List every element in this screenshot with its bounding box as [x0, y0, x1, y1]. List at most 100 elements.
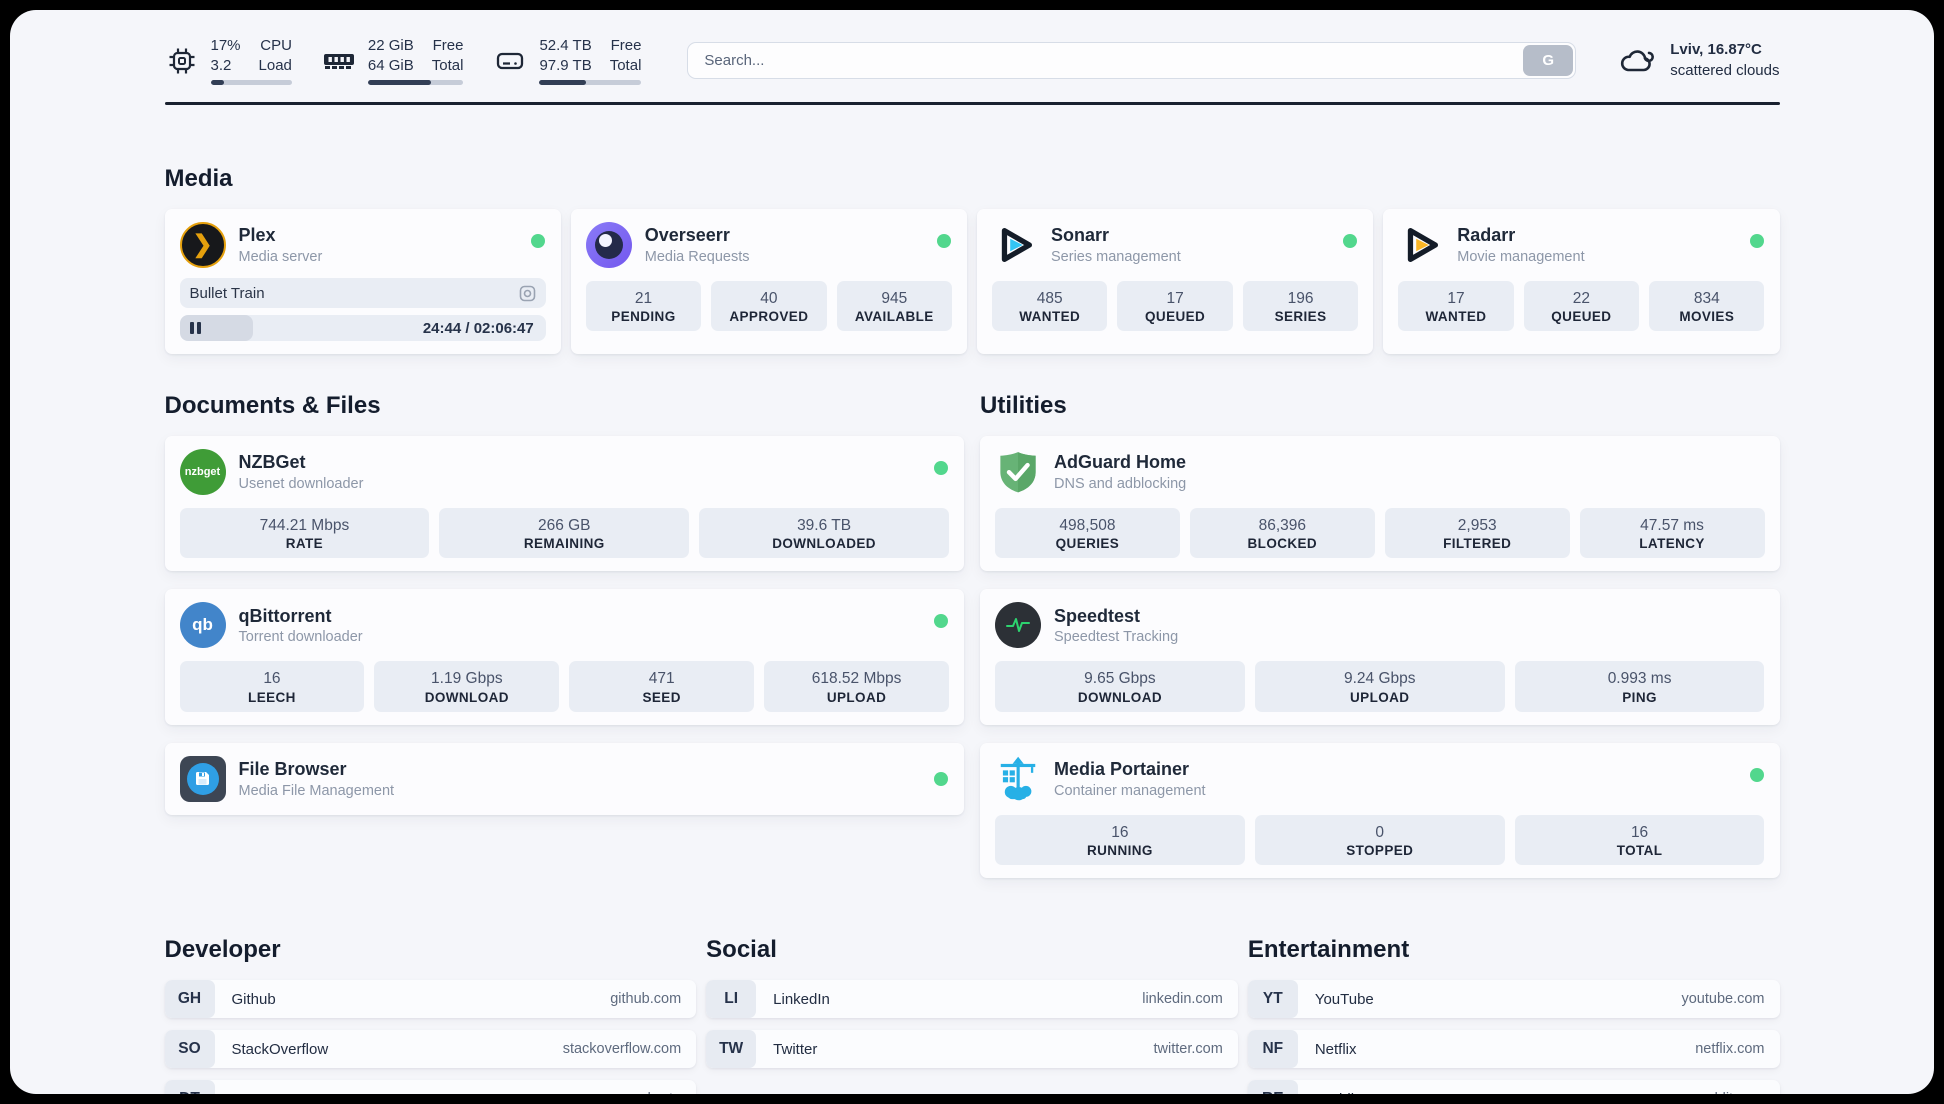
link-linkedin[interactable]: LI LinkedIn linkedin.com	[706, 980, 1238, 1019]
cpu-progress-bar	[210, 80, 292, 85]
app-card-portainer[interactable]: Media Portainer Container management 16 R…	[980, 742, 1780, 879]
link-stackoverflow[interactable]: SO StackOverflow stackoverflow.com	[164, 1030, 697, 1069]
search-bar: G	[687, 42, 1577, 79]
stat-movies: 834 MOVIES	[1649, 281, 1765, 332]
radarr-icon	[1398, 222, 1444, 268]
pause-icon	[189, 322, 201, 334]
status-dot	[934, 614, 948, 629]
stat-pending: 21 PENDING	[585, 281, 702, 332]
link-abbr: GH	[164, 980, 215, 1019]
link-dev[interactable]: DT DEV dev.to	[164, 1080, 697, 1094]
app-title: Overseerr	[644, 225, 730, 246]
stat-queued: 22 QUEUED	[1523, 281, 1640, 332]
cpu-stat: 17% 3.2 CPU Load	[165, 36, 292, 85]
link-name: DEV	[232, 1091, 643, 1094]
app-desc: DNS and adblocking	[1054, 475, 1187, 492]
portainer-icon	[995, 756, 1041, 802]
app-card-nzbget[interactable]: nzbget NZBGet Usenet downloader 744.21 M…	[164, 436, 964, 572]
app-title: Media Portainer	[1054, 758, 1190, 779]
app-title: Plex	[238, 225, 276, 246]
app-card-overseerr[interactable]: Overseerr Media Requests 21 PENDING 40 APP…	[570, 209, 967, 354]
stat-queries: 498,508 QUERIES	[995, 508, 1180, 559]
app-title: qBittorrent	[238, 605, 332, 626]
link-abbr: YT	[1247, 980, 1298, 1019]
plex-icon: ❯	[179, 222, 226, 268]
link-domain: linkedin.com	[1142, 991, 1223, 1008]
link-domain: github.com	[610, 991, 682, 1008]
system-stats: 17% 3.2 CPU Load	[165, 36, 642, 85]
link-netflix[interactable]: NF Netflix netflix.com	[1247, 1030, 1780, 1069]
stat-stopped: 0 STOPPED	[1254, 814, 1505, 866]
header: 17% 3.2 CPU Load	[165, 10, 1780, 85]
link-reddit[interactable]: RE Reddit reddit.com	[1247, 1080, 1780, 1094]
stat-running: 16 RUNNING	[995, 814, 1245, 866]
app-title: File Browser	[238, 758, 347, 779]
status-dot	[1343, 234, 1358, 248]
stat-rate: 744.21 Mbps RATE	[179, 508, 430, 559]
app-title: Radarr	[1457, 225, 1516, 246]
header-divider	[164, 102, 1780, 105]
stat-approved: 40 APPROVED	[711, 281, 827, 332]
stat-series: 196 SERIES	[1242, 281, 1359, 332]
link-domain: youtube.com	[1681, 991, 1765, 1008]
link-name: Reddit	[1315, 1091, 1697, 1094]
link-domain: netflix.com	[1695, 1041, 1765, 1058]
cpu-icon	[165, 45, 199, 77]
link-name: LinkedIn	[773, 990, 830, 1008]
link-github[interactable]: GH Github github.com	[164, 980, 697, 1019]
stat-total: 16 TOTAL	[1514, 814, 1765, 866]
cloud-icon	[1618, 46, 1656, 76]
stat-available: 945 AVAILABLE	[836, 281, 952, 332]
now-playing-title: Bullet Train	[189, 284, 265, 302]
link-youtube[interactable]: YT YouTube youtube.com	[1247, 980, 1780, 1019]
app-desc: Movie management	[1457, 248, 1585, 265]
stat-wanted: 17 WANTED	[1398, 281, 1514, 332]
filebrowser-icon	[179, 755, 226, 802]
section-title-documents: Documents & Files	[164, 392, 381, 419]
link-abbr: SO	[164, 1030, 215, 1069]
stat-leech: 16 LEECH	[179, 661, 365, 712]
stat-upload: 9.24 Gbps UPLOAD	[1254, 661, 1505, 712]
status-dot	[1749, 234, 1764, 248]
section-title-entertainment: Entertainment	[1247, 936, 1410, 964]
dashboard-page: 17% 3.2 CPU Load	[10, 10, 1934, 1094]
stat-upload: 618.52 Mbps UPLOAD	[764, 661, 949, 712]
app-card-speedtest[interactable]: Speedtest Speedtest Tracking 9.65 Gbps DO…	[980, 589, 1780, 725]
app-title: Speedtest	[1054, 605, 1141, 626]
app-card-adguard[interactable]: AdGuard Home DNS and adblocking 498,508 Q…	[980, 436, 1780, 572]
stat-ping: 0.993 ms PING	[1514, 661, 1765, 712]
ram-icon	[322, 49, 356, 73]
disk-stat: 52.4 TB 97.9 TB Free Total	[493, 36, 642, 85]
status-dot	[1749, 767, 1764, 782]
adguard-icon	[995, 449, 1041, 495]
link-name: Netflix	[1314, 1040, 1357, 1058]
bookmarks-entertainment: Entertainment YT YouTube youtube.com NF …	[1247, 936, 1780, 1094]
search-engine-button[interactable]: G	[1523, 45, 1574, 76]
search-input[interactable]	[687, 42, 1577, 79]
stat-download: 9.65 Gbps DOWNLOAD	[995, 661, 1245, 712]
bookmarks-social: Social LI LinkedIn linkedin.com TW Twitt…	[706, 936, 1238, 1094]
link-domain: reddit.com	[1697, 1091, 1765, 1094]
section-title-social: Social	[706, 936, 777, 964]
link-domain: stackoverflow.com	[562, 1041, 682, 1058]
section-title-media: Media	[164, 165, 233, 192]
app-desc: Speedtest Tracking	[1054, 629, 1179, 646]
disk-progress-bar	[539, 80, 642, 85]
app-card-filebrowser[interactable]: File Browser Media File Management	[164, 742, 964, 815]
link-abbr: RE	[1247, 1080, 1298, 1094]
playback-time: 24:44 / 02:06:47	[422, 319, 534, 337]
stat-blocked: 86,396 BLOCKED	[1189, 508, 1375, 559]
link-twitter[interactable]: TW Twitter twitter.com	[706, 1030, 1238, 1069]
app-card-qbittorrent[interactable]: qb qBittorrent Torrent downloader 16 LEEC…	[164, 589, 964, 725]
app-desc: Media server	[238, 248, 323, 265]
weather-widget: Lviv, 16.87°C scattered clouds	[1618, 40, 1780, 81]
status-dot	[937, 234, 951, 248]
app-card-radarr[interactable]: Radarr Movie management 17 WANTED 22 QUEUE…	[1383, 209, 1780, 354]
section-title-developer: Developer	[164, 936, 281, 964]
stat-downloaded: 39.6 TB DOWNLOADED	[699, 508, 949, 559]
ram-values: 22 GiB 64 GiB	[367, 37, 414, 74]
app-desc: Container management	[1054, 782, 1206, 799]
now-playing-bar: Bullet Train	[179, 278, 546, 308]
app-card-plex[interactable]: ❯ Plex Media server Bullet Train	[164, 209, 561, 354]
app-card-sonarr[interactable]: Sonarr Series management 485 WANTED 17 QUE…	[977, 209, 1374, 354]
